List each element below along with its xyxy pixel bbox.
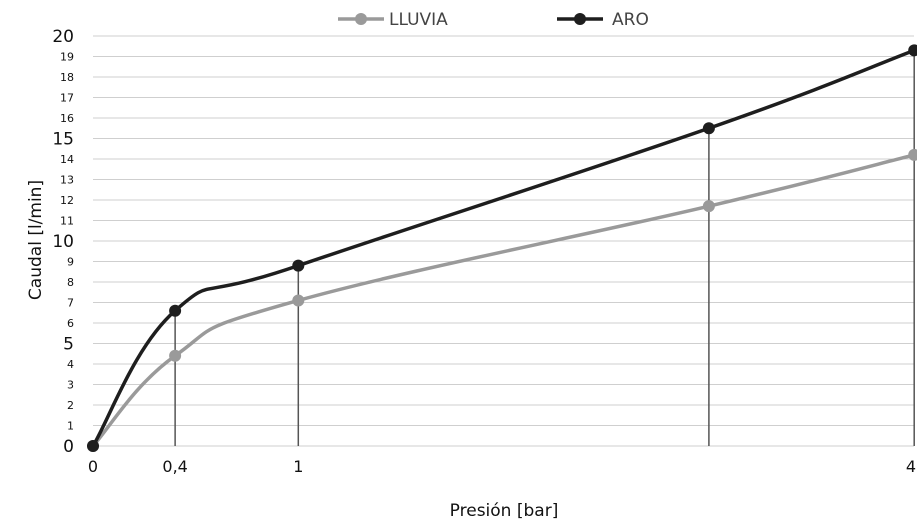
legend-marker-lluvia <box>355 13 367 25</box>
y-tick-label: 17 <box>60 92 74 105</box>
y-axis-label: Caudal [l/min] <box>26 180 46 300</box>
y-tick-label: 0 <box>63 437 74 457</box>
x-tick-label: 1 <box>293 457 303 476</box>
y-tick-label: 19 <box>60 51 74 64</box>
legend-marker-aro <box>574 13 586 25</box>
legend-label-aro: ARO <box>612 10 649 30</box>
y-tick-label: 5 <box>63 335 74 355</box>
y-tick-label: 2 <box>67 399 74 412</box>
y-tick-label: 14 <box>60 153 74 166</box>
y-tick-label: 15 <box>52 130 74 150</box>
y-tick-label: 20 <box>52 27 74 47</box>
y-tick-label: 11 <box>60 215 74 228</box>
y-tick-label: 16 <box>60 112 74 125</box>
y-tick-label: 4 <box>67 358 74 371</box>
y-tick-label: 6 <box>67 317 74 330</box>
x-tick-label: 0 <box>88 457 98 476</box>
data-point-aro <box>169 304 182 317</box>
grid-lines <box>93 35 914 447</box>
y-tick-label: 3 <box>67 379 74 392</box>
x-tick-label: 4 <box>906 457 916 476</box>
x-axis-ticks: 0 0,4 1 4 <box>88 457 916 476</box>
y-tick-label: 12 <box>60 194 74 207</box>
data-point-aro <box>702 122 715 135</box>
y-tick-label: 13 <box>60 174 74 187</box>
data-point-lluvia <box>169 349 182 362</box>
y-tick-label: 8 <box>67 276 74 289</box>
data-point-lluvia <box>702 200 715 213</box>
data-point-lluvia <box>908 148 917 161</box>
y-tick-label: 18 <box>60 71 74 84</box>
series-line-aro <box>91 48 915 447</box>
y-tick-label: 7 <box>67 297 74 310</box>
y-tick-label: 10 <box>52 232 74 252</box>
y-tick-label: 1 <box>67 420 74 433</box>
data-point-lluvia <box>292 294 305 307</box>
data-point-aro <box>87 440 99 452</box>
series-group <box>87 44 917 452</box>
data-point-aro <box>908 44 917 57</box>
legend-label-lluvia: LLUVIA <box>389 10 448 30</box>
legend: LLUVIA ARO <box>338 10 649 30</box>
x-axis-label: Presión [bar] <box>450 501 559 521</box>
series-line-lluvia <box>91 153 915 448</box>
y-tick-label: 9 <box>67 256 74 269</box>
data-point-aro <box>292 259 305 272</box>
drop-lines <box>174 50 915 446</box>
x-tick-label: 0,4 <box>162 457 187 476</box>
